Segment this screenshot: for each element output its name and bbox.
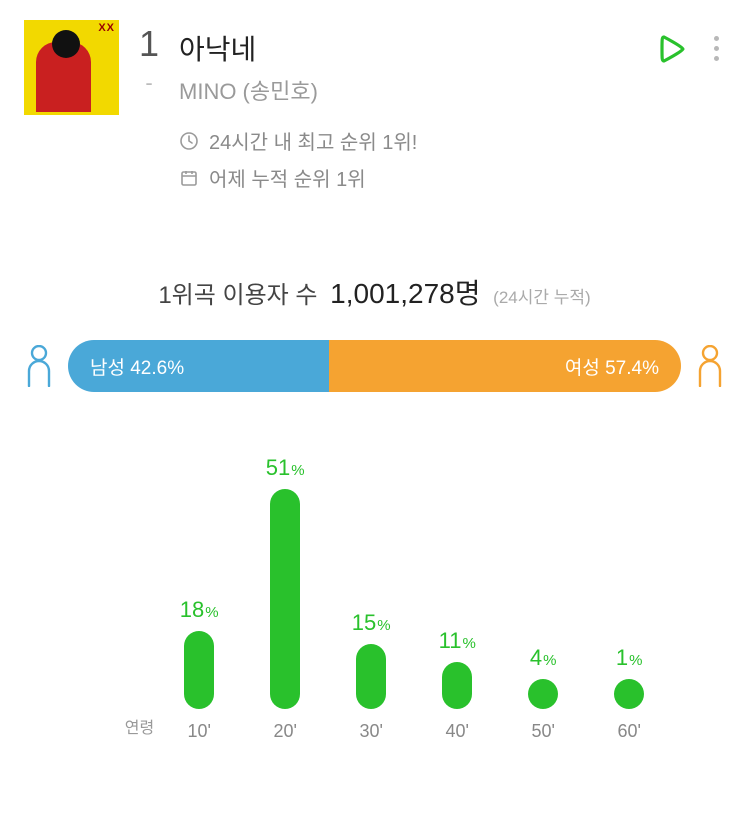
- song-header: XX 1 - 아낙네 MINO (송민호) 24시간 내 최고 순위 1위! 어…: [0, 0, 749, 212]
- listeners-count: 1,001,278명: [330, 278, 480, 309]
- age-chart-wrap: 연령 18% 10' 51% 20' 15% 30' 11% 40' 4% 50' 1% 60': [24, 442, 725, 742]
- age-pct-label: 1%: [616, 645, 643, 671]
- gender-female-label: 여성 57.4%: [565, 353, 659, 380]
- age-bar: [356, 644, 386, 709]
- more-dot-icon: [714, 36, 719, 41]
- stat-peak-text: 24시간 내 최고 순위 1위!: [209, 126, 417, 155]
- clock-icon: [179, 131, 199, 151]
- header-actions: [654, 20, 725, 67]
- age-column: 4% 50': [508, 645, 578, 742]
- gender-male-label: 남성 42.6%: [90, 353, 184, 380]
- age-bar: [614, 679, 644, 709]
- stats-section: 1위곡 이용자 수 1,001,278명 (24시간 누적) 남성 42.6% …: [0, 212, 749, 742]
- age-category-label: 30': [359, 721, 382, 742]
- gender-row: 남성 42.6% 여성 57.4%: [24, 340, 725, 392]
- age-pct-label: 51%: [266, 455, 305, 481]
- gender-female-segment: 여성 57.4%: [329, 340, 681, 392]
- calendar-icon: [179, 168, 199, 188]
- more-dot-icon: [714, 56, 719, 61]
- stat-lines: 24시간 내 최고 순위 1위! 어제 누적 순위 1위: [179, 126, 654, 192]
- listeners-suffix: (24시간 누적): [493, 288, 591, 307]
- age-category-label: 20': [273, 721, 296, 742]
- play-icon: [654, 31, 690, 67]
- age-bar: [270, 489, 300, 709]
- age-pct-label: 15%: [352, 610, 391, 636]
- more-button[interactable]: [708, 30, 725, 67]
- rank-number: 1: [139, 26, 159, 62]
- play-button[interactable]: [654, 31, 690, 67]
- male-person-icon: [24, 345, 54, 387]
- female-person-icon: [695, 345, 725, 387]
- more-dot-icon: [714, 46, 719, 51]
- gender-male-segment: 남성 42.6%: [68, 340, 329, 392]
- rank-change: -: [145, 70, 152, 96]
- stat-peak: 24시간 내 최고 순위 1위!: [179, 126, 654, 155]
- age-bar: [442, 662, 472, 709]
- age-category-label: 10': [187, 721, 210, 742]
- age-pct-label: 4%: [530, 645, 557, 671]
- age-column: 51% 20': [250, 455, 320, 742]
- rank-column: 1 -: [119, 20, 179, 96]
- age-category-label: 60': [617, 721, 640, 742]
- song-title: 아낙네: [179, 28, 654, 68]
- age-chart: 18% 10' 51% 20' 15% 30' 11% 40' 4% 50' 1% 60': [164, 442, 664, 742]
- age-column: 11% 40': [422, 628, 492, 742]
- age-column: 1% 60': [594, 645, 664, 742]
- listeners-prefix: 1위곡 이용자 수: [158, 282, 317, 309]
- stat-yesterday: 어제 누적 순위 1위: [179, 163, 654, 192]
- album-art[interactable]: XX: [24, 20, 119, 115]
- age-pct-label: 11%: [439, 628, 476, 654]
- artist-name: MINO (송민호): [179, 74, 654, 106]
- stat-yesterday-text: 어제 누적 순위 1위: [209, 163, 366, 192]
- album-badge: XX: [98, 22, 115, 34]
- age-bar: [528, 679, 558, 709]
- age-axis-label: 연령: [125, 714, 154, 742]
- song-info: 아낙네 MINO (송민호) 24시간 내 최고 순위 1위! 어제 누적 순위…: [179, 20, 654, 200]
- listeners-line: 1위곡 이용자 수 1,001,278명 (24시간 누적): [24, 272, 725, 312]
- age-bar: [184, 631, 214, 709]
- age-column: 15% 30': [336, 610, 406, 742]
- age-column: 18% 10': [164, 597, 234, 742]
- age-category-label: 40': [445, 721, 468, 742]
- gender-bar: 남성 42.6% 여성 57.4%: [68, 340, 681, 392]
- age-pct-label: 18%: [180, 597, 219, 623]
- age-category-label: 50': [531, 721, 554, 742]
